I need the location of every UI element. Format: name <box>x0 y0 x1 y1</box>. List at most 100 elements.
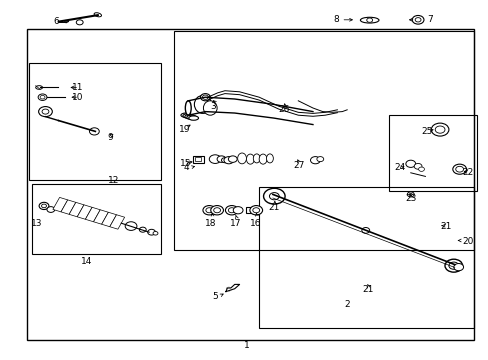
Polygon shape <box>77 205 92 219</box>
Circle shape <box>316 157 323 162</box>
Ellipse shape <box>186 115 196 120</box>
Text: 23: 23 <box>404 194 415 202</box>
Polygon shape <box>85 207 100 222</box>
Circle shape <box>226 287 231 291</box>
Circle shape <box>413 163 421 169</box>
Circle shape <box>310 157 320 164</box>
Circle shape <box>39 202 49 210</box>
Circle shape <box>444 259 462 272</box>
Circle shape <box>38 94 47 100</box>
Polygon shape <box>225 284 239 292</box>
Text: 11: 11 <box>72 83 84 92</box>
Circle shape <box>411 15 423 24</box>
Circle shape <box>125 222 137 230</box>
Text: 1: 1 <box>244 341 249 350</box>
Circle shape <box>203 206 215 215</box>
Text: 2: 2 <box>344 300 350 309</box>
Circle shape <box>269 193 279 200</box>
Polygon shape <box>109 215 124 229</box>
Text: 27: 27 <box>293 161 304 170</box>
Text: 6: 6 <box>54 17 60 26</box>
Circle shape <box>210 206 223 215</box>
Text: 26: 26 <box>278 105 289 114</box>
Circle shape <box>217 156 225 162</box>
Circle shape <box>455 166 463 172</box>
Text: 21: 21 <box>439 222 450 231</box>
Circle shape <box>225 206 238 215</box>
Text: 24: 24 <box>394 163 405 172</box>
Text: 15: 15 <box>179 158 191 168</box>
Circle shape <box>224 157 233 164</box>
Circle shape <box>209 155 221 163</box>
Ellipse shape <box>246 154 254 164</box>
Text: 20: 20 <box>461 237 472 246</box>
Circle shape <box>221 158 228 163</box>
Circle shape <box>89 128 99 135</box>
Circle shape <box>41 204 46 208</box>
Text: 14: 14 <box>81 257 93 266</box>
Ellipse shape <box>237 153 246 164</box>
Ellipse shape <box>36 86 42 89</box>
Ellipse shape <box>94 13 102 17</box>
Bar <box>32 184 161 254</box>
Circle shape <box>233 207 243 214</box>
Circle shape <box>263 188 285 204</box>
Ellipse shape <box>183 114 192 118</box>
Circle shape <box>366 18 372 22</box>
Circle shape <box>228 156 237 162</box>
Bar <box>173 31 473 250</box>
Circle shape <box>407 192 413 197</box>
Circle shape <box>430 123 448 136</box>
Circle shape <box>139 227 146 232</box>
Circle shape <box>405 160 415 167</box>
Circle shape <box>153 231 158 235</box>
Text: 4: 4 <box>183 163 189 172</box>
Text: 21: 21 <box>361 285 372 294</box>
Text: 10: 10 <box>72 93 84 102</box>
Bar <box>27 29 473 340</box>
Text: 13: 13 <box>31 220 42 229</box>
Text: 17: 17 <box>230 220 242 229</box>
Circle shape <box>252 208 259 213</box>
Text: 12: 12 <box>107 176 119 185</box>
Circle shape <box>202 95 208 99</box>
Circle shape <box>205 208 212 213</box>
Text: 5: 5 <box>212 292 218 301</box>
Polygon shape <box>61 200 76 214</box>
Circle shape <box>42 109 49 114</box>
Text: 19: 19 <box>179 125 190 134</box>
Bar <box>388 115 476 191</box>
Circle shape <box>414 18 420 22</box>
Circle shape <box>147 229 155 235</box>
Text: 16: 16 <box>250 220 262 229</box>
Polygon shape <box>102 212 116 227</box>
Polygon shape <box>53 197 68 212</box>
Circle shape <box>249 206 262 215</box>
Ellipse shape <box>266 154 273 163</box>
Text: 22: 22 <box>461 168 472 177</box>
Circle shape <box>452 164 466 174</box>
Ellipse shape <box>194 95 211 113</box>
Text: 21: 21 <box>267 202 279 212</box>
Text: 8: 8 <box>333 15 339 24</box>
Bar <box>259 187 473 328</box>
Bar <box>246 207 256 213</box>
Bar <box>193 156 203 163</box>
Circle shape <box>47 207 55 212</box>
Circle shape <box>200 94 210 101</box>
Circle shape <box>39 107 52 117</box>
Ellipse shape <box>259 154 266 164</box>
Circle shape <box>76 20 83 25</box>
Circle shape <box>361 228 369 233</box>
Ellipse shape <box>185 101 191 115</box>
Ellipse shape <box>253 154 260 163</box>
Circle shape <box>40 95 45 99</box>
Text: 7: 7 <box>426 15 432 24</box>
Circle shape <box>448 262 458 269</box>
Circle shape <box>213 208 220 213</box>
Circle shape <box>408 193 411 195</box>
Circle shape <box>453 264 463 271</box>
Polygon shape <box>69 202 84 217</box>
Text: 18: 18 <box>205 220 217 229</box>
Ellipse shape <box>184 114 194 119</box>
